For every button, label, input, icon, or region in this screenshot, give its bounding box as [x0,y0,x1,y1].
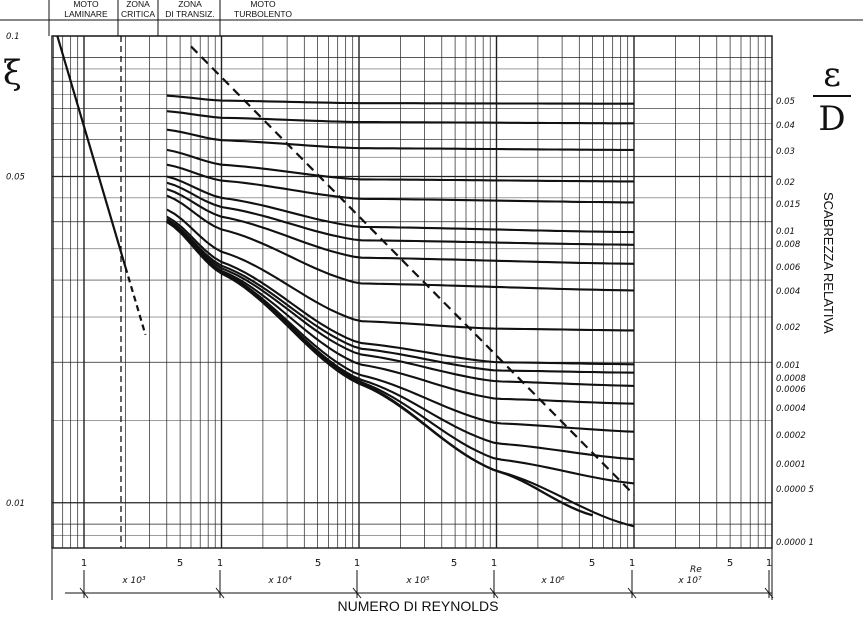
decade-label: x 10⁴ [267,576,292,586]
roughness-label: 0.0000 5 [776,485,814,495]
roughness-label: 0.002 [776,323,800,333]
laminar-line-extension [124,266,147,336]
zone-label-laminar-2: LAMINARE [64,9,108,19]
roughness-label: 0.02 [776,178,795,188]
zone-label-transition-2: DI TRANSIZ. [165,9,214,19]
x-axis: 1 5 1 5 1 5 1 5 1 5 1 Re x 10³ x 10⁴ x 10⁵ x 10⁶ x 10⁷ [51,548,774,600]
epsilon-symbol: ε [823,55,841,95]
x-tick-label: 1 [81,558,87,569]
x-decade-cross [627,587,637,599]
x-axis-title: NUMERO DI REYNOLDS [337,598,498,614]
roughness-label: 0.006 [776,263,801,273]
x-decade-cross [215,587,225,599]
roughness-label: 0.0002 [776,431,806,441]
right-axis-title: SCABREZZA RELATIVA [821,192,836,334]
zone-dividers [0,0,863,548]
curves [56,35,635,528]
diameter-symbol: D [818,99,845,139]
x-tick-label: 5 [451,558,457,569]
re-symbol: Re [690,565,702,575]
roughness-label: 0.001 [776,361,800,371]
roughness-curve-6 [166,181,635,246]
roughness-curve-10 [166,215,635,366]
roughness-label: 0.01 [776,227,795,237]
decade-label: x 10³ [121,576,146,586]
laminar-line [56,35,127,268]
y-axis-symbol: ξ [3,53,22,93]
roughness-label: 0.03 [776,147,795,157]
roughness-curve-1 [166,110,634,125]
x-decade-cross [79,587,89,599]
roughness-curve-13 [166,220,635,405]
y-tick-labels: 0.1 0.05 0.01 [6,32,25,509]
smooth-pipe-curve [166,220,593,517]
x-tick-label: 5 [177,558,183,569]
roughness-curve-4 [166,163,634,204]
x-decade-cross [489,587,499,599]
roughness-label: 0.0008 [776,374,806,384]
zone-label-turbulent-1: MOTO [250,0,276,9]
zone-label-laminar-1: MOTO [73,0,99,9]
roughness-label: 0.0000 1 [776,538,814,548]
full-turbulence-boundary [190,45,635,496]
roughness-label: 0.008 [776,240,801,250]
zone-label-transition-1: ZONA [178,0,202,9]
roughness-label: 0.0006 [776,385,806,395]
y-tick-label: 0.1 [6,32,20,42]
roughness-label: 0.0004 [776,404,806,414]
x-tick-label: 5 [315,558,321,569]
plot-frame [51,35,773,549]
roughness-curve-7 [166,188,635,265]
roughness-label: 0.004 [776,287,800,297]
roughness-label: 0.015 [776,200,800,210]
roughness-curve-3 [166,148,634,183]
roughness-label: 0.04 [776,121,795,131]
decade-label: x 10⁶ [540,576,565,586]
right-axis-symbol: ε D [813,55,851,139]
roughness-curve-5 [166,175,635,234]
x-tick-label: 1 [629,558,635,569]
roughness-curve-2 [166,128,634,151]
x-tick-label: 1 [766,558,772,569]
x-tick-label: 1 [217,558,223,569]
roughness-curve-11 [166,218,635,374]
roughness-label: 0.0001 [776,460,806,470]
x-decade-cross [764,587,774,599]
grid [51,35,773,549]
x-decade-cross [352,587,362,599]
roughness-curve-8 [166,194,635,292]
zone-label-critical-2: CRITICA [121,9,155,19]
y-tick-label: 0.05 [6,173,25,183]
decade-label: x 10⁷ [677,576,702,586]
x-tick-label: 5 [727,558,733,569]
roughness-curve-12 [166,219,635,387]
zone-label-critical-1: ZONA [126,0,150,9]
x-tick-label: 5 [589,558,595,569]
roughness-label: 0.05 [776,97,795,107]
y-tick-label: 0.01 [6,499,25,509]
x-tick-label: 1 [491,558,497,569]
decade-label: x 10⁵ [405,576,430,586]
x-tick-label: 1 [354,558,360,569]
roughness-curve-9 [166,208,634,332]
roughness-labels: 0.05 0.04 0.03 0.02 0.015 0.01 0.008 0.006 0.004… [776,97,814,548]
zone-label-turbulent-2: TURBOLENTO [234,9,292,19]
